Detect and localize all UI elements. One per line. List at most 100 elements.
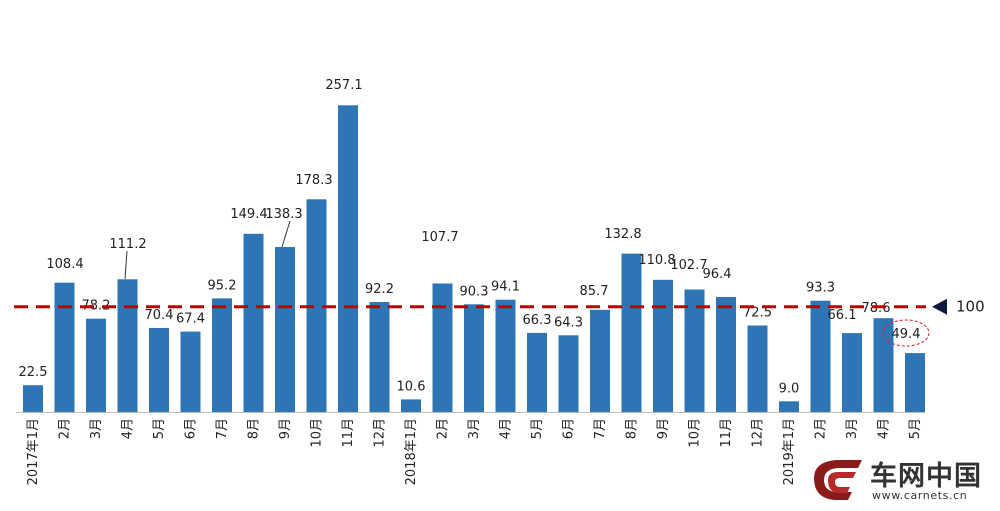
reference-arrow-icon <box>932 298 947 315</box>
bar <box>86 318 106 412</box>
highlight-circle <box>882 319 930 347</box>
bar-value-label: 70.4 <box>145 308 174 323</box>
x-tick-label: 3月 <box>467 418 482 439</box>
bar <box>464 304 484 412</box>
x-tick-label: 5月 <box>908 418 923 439</box>
x-tick-label: 2月 <box>814 418 829 439</box>
bar <box>653 279 673 412</box>
x-tick-label: 2019年1月 <box>782 418 797 485</box>
bar <box>338 105 358 413</box>
bar <box>149 328 169 412</box>
bar <box>23 385 43 412</box>
bar <box>810 300 831 412</box>
bar <box>54 282 75 412</box>
value-labels-group: 22.5 108.4 78.2 111.2 70.4 67.4 95.2 149.4138.3… <box>19 78 921 396</box>
bar <box>495 299 516 412</box>
x-tick-label: 5月 <box>530 418 545 439</box>
bar-value-label: 132.8 <box>604 227 641 242</box>
x-tick-label: 8月 <box>625 418 640 439</box>
watermark-url: www.carnets.cn <box>872 489 968 502</box>
bar-value-label: 94.1 <box>491 280 520 295</box>
bar <box>243 233 264 412</box>
bar <box>873 318 894 412</box>
x-tick-label: 2018年1月 <box>404 418 419 485</box>
x-tick-label: 3月 <box>89 418 104 439</box>
x-tick-label: 7月 <box>215 418 230 439</box>
label-leader-line <box>281 220 291 248</box>
bar-value-label: 257.1 <box>325 78 362 93</box>
bar <box>558 335 579 412</box>
bar-value-label: 108.4 <box>46 257 83 272</box>
bar <box>432 283 453 412</box>
label-leader-line <box>124 250 128 280</box>
watermark-logo: 车网中国 www.carnets.cn <box>808 452 998 508</box>
bar <box>117 279 138 412</box>
bar-value-label: 90.3 <box>460 284 489 299</box>
bar-value-label: 111.2 <box>109 237 146 252</box>
bar-value-label: 66.3 <box>523 313 552 328</box>
bar <box>275 247 295 412</box>
bar-value-label: 22.5 <box>19 365 48 380</box>
x-tick-label: 7月 <box>593 418 608 439</box>
bar <box>306 199 327 412</box>
bar-value-label: 9.0 <box>779 381 800 396</box>
bars-group <box>23 105 925 413</box>
bar-value-label: 96.4 <box>703 267 732 282</box>
x-tick-label: 9月 <box>278 418 293 439</box>
x-tick-label: 8月 <box>247 418 262 439</box>
x-tick-label: 10月 <box>310 418 325 448</box>
bar <box>369 302 390 412</box>
x-tick-label: 2月 <box>436 418 451 439</box>
x-tick-label: 4月 <box>499 418 514 439</box>
bar-value-label: 85.7 <box>580 284 609 299</box>
bar <box>684 289 705 412</box>
bar <box>779 401 799 412</box>
bar <box>590 309 610 412</box>
bar-value-label: 78.6 <box>862 301 891 316</box>
bar <box>401 399 421 412</box>
bar <box>527 332 547 412</box>
x-tick-label: 4月 <box>121 418 136 439</box>
bar-value-label: 149.4 <box>230 207 267 222</box>
bar-value-label: 66.1 <box>828 308 857 323</box>
bar-value-label: 107.7 <box>421 230 458 245</box>
x-tick-label: 6月 <box>184 418 199 439</box>
bar-value-label: 93.3 <box>806 281 835 296</box>
bar-value-label: 10.6 <box>397 379 426 394</box>
bar <box>842 333 862 412</box>
bar-value-label: 92.2 <box>365 282 394 297</box>
x-tick-label: 10月 <box>688 418 703 448</box>
bar-value-label: 78.2 <box>82 299 111 314</box>
x-tick-label: 12月 <box>373 418 388 448</box>
x-tick-label: 2017年1月 <box>26 418 41 485</box>
x-tick-label: 9月 <box>656 418 671 439</box>
bar <box>212 298 232 412</box>
bar-value-label: 49.4 <box>892 327 921 342</box>
x-tick-label: 11月 <box>341 418 356 448</box>
bar <box>180 331 201 412</box>
bar-value-label: 64.3 <box>554 315 583 330</box>
reference-line-label: 100 <box>956 298 985 316</box>
x-tick-label: 2月 <box>58 418 73 439</box>
x-tick-label: 3月 <box>845 418 860 439</box>
x-tick-labels-group: 2017年1月 2月 3月 4月 5月 6月 7月 8月 9月 10月 11月 12月 2018年1月 2… <box>26 418 923 485</box>
bar-value-label: 178.3 <box>295 173 332 188</box>
x-tick-label: 4月 <box>877 418 892 439</box>
carnets-logo-icon <box>814 460 862 500</box>
x-tick-label: 11月 <box>719 418 734 448</box>
bar-value-label: 102.7 <box>670 258 707 273</box>
x-tick-label: 12月 <box>751 418 766 448</box>
bar <box>716 297 736 412</box>
bar-value-label: 67.4 <box>176 312 205 327</box>
bar-value-label: 95.2 <box>208 278 237 293</box>
bar <box>747 325 768 412</box>
bar-value-label: 72.5 <box>743 306 772 321</box>
bar-value-label: 138.3 <box>265 207 302 222</box>
bar <box>621 253 642 412</box>
bar <box>905 353 925 412</box>
bar-value-label: 110.8 <box>638 253 675 268</box>
x-tick-label: 6月 <box>562 418 577 439</box>
x-tick-label: 5月 <box>152 418 167 439</box>
watermark-name: 车网中国 <box>870 461 982 492</box>
